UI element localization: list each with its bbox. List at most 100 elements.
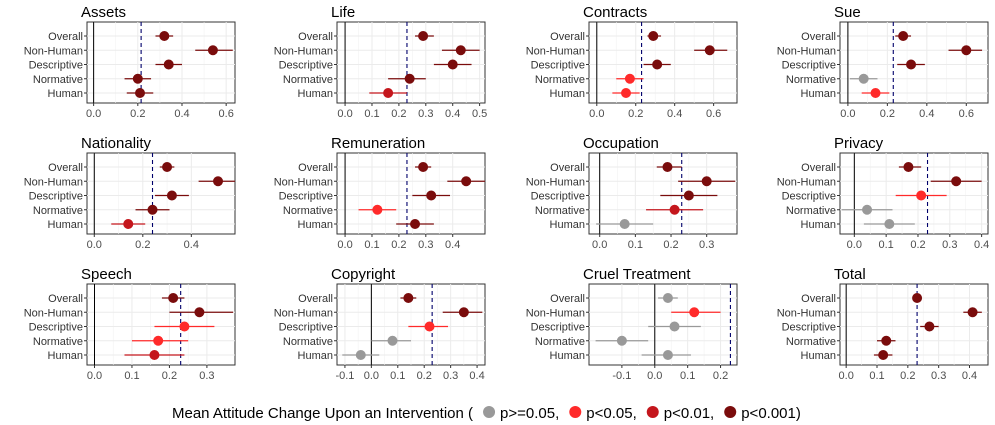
data-point — [870, 88, 881, 98]
x-tick-label: 0.0 — [839, 370, 854, 382]
legend-label: p<0.01, — [664, 405, 714, 422]
facet-panel: Nationality 0.0 0.2 0.4 Overall Non-Human Desc… — [24, 135, 236, 251]
x-tick-label: -0.1 — [612, 370, 631, 382]
facet-panel: Contracts 0.0 0.2 0.4 0.6 Overall Non-Human Des… — [526, 4, 738, 120]
facet-panel: Total 0.0 0.1 0.2 0.3 0.4 Overall Non-Human Desc… — [777, 266, 989, 382]
category-label: Non-Human — [24, 45, 83, 57]
data-point — [624, 73, 635, 84]
data-point — [884, 219, 895, 229]
x-tick-label: 0.4 — [174, 108, 189, 120]
data-point — [149, 350, 160, 360]
category-label: Descriptive — [782, 191, 836, 203]
data-point — [207, 45, 218, 56]
x-tick-label: -0.1 — [335, 370, 354, 382]
category-label: Non-Human — [526, 176, 585, 188]
category-label: Normative — [33, 205, 83, 217]
category-label: Human — [298, 219, 333, 231]
category-label: Normative — [535, 336, 585, 348]
category-label: Descriptive — [531, 322, 585, 334]
data-point — [683, 190, 694, 201]
data-point — [912, 293, 923, 303]
data-point — [455, 45, 466, 56]
x-tick-label: 0.6 — [706, 108, 721, 120]
x-tick-label: 0.3 — [931, 370, 946, 382]
x-tick-label: 0.4 — [184, 239, 199, 251]
facet-panel: Assets 0.0 0.2 0.4 0.6 Overall Non-Human Descri… — [24, 4, 236, 120]
panel-border — [336, 21, 486, 104]
x-tick-label: 0.4 — [667, 108, 682, 120]
facet-panel: Copyright -0.1 0.0 0.1 0.2 0.3 0.4 Overall Non-H… — [274, 266, 486, 382]
x-tick-label: 0.2 — [391, 108, 406, 120]
x-tick-label: 0.1 — [364, 239, 379, 251]
data-point — [951, 176, 962, 187]
x-tick-label: 0.2 — [663, 239, 678, 251]
x-tick-label: 0.2 — [130, 108, 145, 120]
panel-title: Cruel Treatment — [583, 266, 691, 283]
data-point — [387, 335, 398, 346]
category-label: Descriptive — [279, 322, 333, 334]
x-tick-label: 0.4 — [962, 370, 977, 382]
category-label: Human — [550, 219, 585, 231]
x-tick-label: 0.0 — [589, 108, 604, 120]
panel-title: Privacy — [834, 135, 884, 152]
category-label: Non-Human — [274, 45, 333, 57]
x-tick-label: 0.3 — [418, 239, 433, 251]
category-label: Overall — [550, 31, 585, 43]
panel-border — [86, 152, 236, 235]
category-label: Human — [48, 88, 83, 100]
x-tick-label: 0.4 — [974, 239, 989, 251]
category-label: Descriptive — [531, 191, 585, 203]
data-point — [662, 293, 673, 303]
legend-marker — [724, 406, 737, 418]
facet-panel: Occupation 0.0 0.1 0.2 0.3 Overall Non-Human De… — [526, 135, 738, 251]
data-point — [898, 31, 909, 41]
data-point — [858, 73, 869, 84]
x-tick-label: 0.1 — [390, 370, 405, 382]
data-point — [168, 293, 179, 303]
panels: Assets 0.0 0.2 0.4 0.6 Overall Non-Human Descri… — [24, 4, 990, 382]
data-point — [404, 73, 415, 84]
data-point — [961, 45, 972, 56]
panel-title: Sue — [834, 4, 861, 21]
data-point — [903, 162, 914, 172]
x-tick-label: 0.6 — [219, 108, 234, 120]
x-tick-label: 0.0 — [364, 370, 379, 382]
data-point — [383, 88, 394, 98]
category-label: Overall — [550, 162, 585, 174]
data-point — [355, 350, 366, 360]
data-point — [621, 88, 631, 98]
x-tick-label: 0.0 — [592, 239, 607, 251]
category-label: Normative — [786, 74, 836, 86]
data-point — [213, 176, 224, 187]
data-point — [418, 31, 429, 41]
category-label: Human — [801, 219, 836, 231]
category-label: Descriptive — [531, 60, 585, 72]
category-label: Overall — [550, 293, 585, 305]
category-label: Descriptive — [29, 60, 83, 72]
category-label: Normative — [786, 205, 836, 217]
category-label: Non-Human — [777, 45, 836, 57]
panel-title: Total — [834, 266, 866, 283]
panel-title: Life — [331, 4, 355, 21]
category-label: Normative — [283, 336, 333, 348]
x-tick-label: 0.2 — [628, 108, 643, 120]
data-point — [166, 190, 177, 201]
category-label: Human — [298, 88, 333, 100]
category-label: Non-Human — [274, 307, 333, 319]
data-point — [669, 204, 680, 215]
x-tick-label: 0.0 — [337, 108, 352, 120]
x-tick-label: 0.2 — [135, 239, 150, 251]
category-label: Normative — [283, 74, 333, 86]
data-point — [418, 162, 429, 172]
x-tick-label: 0.0 — [86, 108, 101, 120]
data-point — [123, 219, 134, 229]
category-label: Human — [298, 350, 333, 362]
category-label: Overall — [801, 31, 836, 43]
panel-title: Remuneration — [331, 135, 425, 152]
data-point — [862, 204, 873, 215]
category-label: Descriptive — [29, 322, 83, 334]
x-tick-label: 0.2 — [713, 370, 728, 382]
data-point — [179, 321, 190, 332]
category-label: Overall — [801, 293, 836, 305]
data-point — [410, 219, 421, 229]
